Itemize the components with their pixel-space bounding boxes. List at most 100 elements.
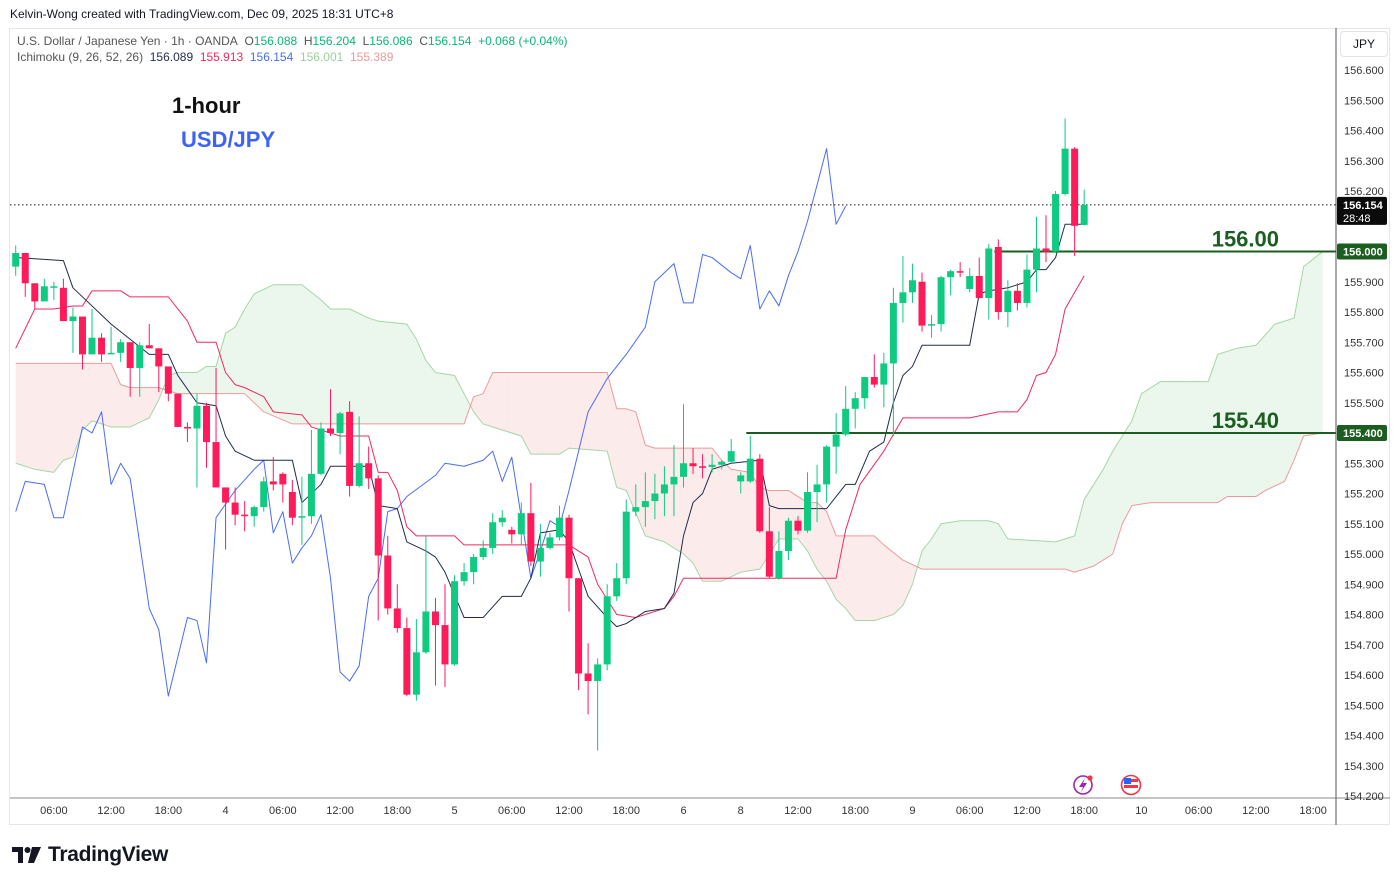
candles [12, 118, 1088, 751]
candle-body [241, 514, 249, 517]
tradingview-logo-text: TradingView [48, 843, 169, 866]
cloud-bullish-segment [1317, 251, 1323, 434]
candle-body [1080, 204, 1088, 225]
candle-body [498, 517, 506, 523]
cloud-bearish-segment [492, 372, 498, 429]
price-tick-label: 155.800 [1344, 307, 1384, 319]
cloud-bearish-segment [516, 372, 522, 437]
cloud-bullish-segment [1255, 339, 1261, 497]
level-high-price-badge [1337, 243, 1387, 260]
cloud-bearish-segment [72, 363, 78, 458]
candle-body [126, 342, 134, 368]
cloud-bullish-segment [941, 522, 946, 570]
candle-body [918, 281, 926, 326]
cloud-bearish-segment [645, 445, 651, 538]
cloud-bearish-segment [115, 374, 121, 427]
cloud-bullish-segment [1251, 345, 1256, 497]
candle-body [737, 475, 745, 482]
cloud-bullish-segment [960, 520, 965, 570]
candle-bullish [880, 352, 888, 408]
cloud-bullish-segment [1165, 381, 1171, 503]
cloud-bullish-segment [1069, 535, 1075, 573]
candle-body [947, 271, 955, 278]
indicator-legend[interactable]: Ichimoku (9, 26, 52, 26) 156.089 155.913… [17, 50, 393, 64]
candle-bullish [746, 436, 754, 483]
senkou-a-value: 156.001 [299, 50, 344, 64]
cloud-bearish-segment [893, 552, 899, 615]
cloud-bearish-segment [778, 490, 784, 539]
candle-bearish [994, 239, 1002, 320]
cloud-bearish-segment [673, 448, 679, 551]
candle-bearish [231, 487, 239, 526]
cloud-bearish-segment [96, 363, 102, 424]
cloud-bullish-segment [359, 313, 364, 424]
time-tick-label: 8 [738, 805, 744, 817]
cloud-bullish-segment [216, 349, 221, 394]
candle-body [823, 446, 831, 485]
kijun-value: 155.913 [199, 50, 244, 64]
cloud-bullish-segment [292, 284, 298, 424]
candle-bearish [31, 283, 39, 309]
cloud-bearish-segment [130, 387, 135, 427]
tradingview-logo[interactable]: TradingView [12, 843, 168, 867]
cloud-bullish-segment [425, 360, 431, 424]
cloud-bullish-segment [1170, 381, 1175, 503]
candle-body [975, 276, 983, 299]
cloud-bearish-segment [740, 470, 746, 573]
price-tick-label: 155.300 [1344, 458, 1384, 470]
candle-bullish [889, 287, 897, 437]
candle-body [193, 405, 201, 429]
cloud-bearish-segment [898, 556, 903, 610]
candle-bullish [622, 499, 630, 585]
cloud-bullish-segment [1122, 428, 1128, 524]
candle-body [260, 481, 268, 508]
candle-body [212, 442, 220, 488]
candle-bearish [1042, 215, 1050, 263]
cloud-bullish-segment [1127, 420, 1132, 515]
cloud-bearish-segment [707, 448, 713, 582]
time-tick-label: 18:00 [612, 805, 640, 817]
lightning-event-icon[interactable] [1073, 775, 1093, 795]
candle-bearish [374, 475, 382, 621]
candle-body [1013, 290, 1021, 303]
cloud-bearish-segment [793, 493, 798, 539]
candle-bullish [823, 445, 831, 503]
candle-body [355, 463, 363, 486]
cloud-bearish-segment [521, 372, 527, 446]
currency-button[interactable]: JPY [1340, 31, 1388, 57]
cloud-bearish-segment [583, 372, 589, 450]
cloud-bearish-segment [635, 411, 641, 525]
cloud-bearish-segment [621, 408, 627, 491]
candle-body [794, 520, 802, 531]
cloud-bullish-segment [258, 289, 264, 412]
change-value: +0.068 (+0.04%) [478, 34, 568, 48]
candle-bearish [575, 578, 583, 691]
candle-body [231, 502, 239, 515]
time-tick-label: 10 [1135, 805, 1147, 817]
cloud-bullish-segment [1065, 537, 1070, 571]
cloud-bullish-segment [1098, 469, 1104, 564]
cloud-bullish-segment [1041, 540, 1047, 570]
time-tick-label: 18:00 [841, 805, 869, 817]
high-value: 156.204 [312, 34, 356, 48]
candle-body [183, 426, 191, 429]
last-price: 156.154 [1343, 200, 1384, 212]
candle-bullish [1023, 254, 1031, 308]
cloud-bearish-segment [817, 502, 822, 576]
time-tick-label: 12:00 [97, 805, 125, 817]
candle-body [889, 302, 897, 364]
candle-bearish [269, 457, 277, 491]
candle-bearish [527, 482, 535, 567]
cloud-bearish-segment [554, 372, 560, 455]
candle-body [966, 276, 974, 290]
candle-bullish [40, 278, 48, 302]
candle-bullish [250, 505, 258, 527]
cloud-bearish-segment [879, 540, 884, 620]
us-flag-event-icon[interactable] [1120, 774, 1142, 796]
candle-body [1023, 269, 1031, 303]
cloud-bullish-segment [1155, 381, 1161, 503]
time-tick-label: 12:00 [784, 805, 812, 817]
cloud-bullish-segment [316, 296, 321, 424]
cloud-bullish-segment [1308, 259, 1314, 436]
